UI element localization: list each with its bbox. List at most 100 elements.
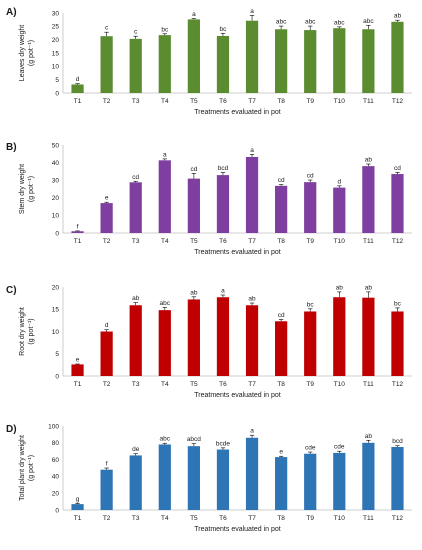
significance-letter: bcd xyxy=(218,165,229,172)
x-tick-label: T8 xyxy=(277,238,285,245)
x-tick-label: T2 xyxy=(103,515,111,522)
significance-letter: cd xyxy=(307,173,314,180)
significance-letter: d xyxy=(76,76,80,83)
x-tick-label: T2 xyxy=(103,381,111,388)
significance-letter: cd xyxy=(132,174,139,181)
x-tick-label: T5 xyxy=(190,98,198,105)
bar xyxy=(158,35,171,93)
significance-letter: bc xyxy=(220,26,228,33)
x-tick-label: T7 xyxy=(248,381,256,388)
y-tick-label: 30 xyxy=(52,178,60,185)
bar xyxy=(158,444,171,510)
x-tick-label: T12 xyxy=(392,381,404,388)
x-tick-label: T11 xyxy=(363,98,374,105)
bar xyxy=(100,203,113,233)
y-tick-label: 10 xyxy=(52,64,60,71)
significance-letter: bc xyxy=(161,26,169,33)
panel-label: D) xyxy=(6,424,17,435)
x-tick-label: T4 xyxy=(161,238,169,245)
x-tick-label: T10 xyxy=(334,238,346,245)
bar xyxy=(245,20,259,93)
x-tick-label: T3 xyxy=(132,381,140,388)
bar xyxy=(304,453,317,510)
x-tick-label: T4 xyxy=(161,381,169,388)
bar xyxy=(129,455,142,510)
significance-letter: bcd xyxy=(392,438,403,445)
y-axis-title: Total plant dry weight xyxy=(19,435,26,501)
bar xyxy=(187,299,200,376)
bar xyxy=(245,156,259,233)
x-tick-label: T11 xyxy=(363,238,374,245)
significance-letter: ab xyxy=(365,433,373,440)
significance-letter: de xyxy=(132,446,140,453)
significance-letter: d xyxy=(337,178,341,185)
significance-letter: a xyxy=(163,151,167,158)
x-tick-label: T7 xyxy=(248,515,256,522)
significance-letter: cde xyxy=(305,445,316,452)
x-tick-label: T7 xyxy=(248,98,256,105)
bar xyxy=(129,305,142,376)
bar xyxy=(129,182,142,233)
x-tick-label: T1 xyxy=(74,381,82,388)
bar xyxy=(333,187,346,233)
significance-letter: cd xyxy=(394,165,401,172)
bar xyxy=(362,166,375,233)
bar xyxy=(187,19,200,93)
y-axis-title: Stem dry weight xyxy=(19,164,26,214)
x-tick-label: T5 xyxy=(190,515,198,522)
bar xyxy=(216,449,230,510)
y-tick-label: 100 xyxy=(48,423,59,430)
y-tick-label: 0 xyxy=(55,230,59,237)
x-axis-title: Treatments evaluated in pot xyxy=(194,249,281,256)
significance-letter: abcd xyxy=(187,436,201,443)
x-tick-label: T9 xyxy=(306,98,314,105)
x-tick-label: T1 xyxy=(74,98,82,105)
bar xyxy=(333,28,346,94)
y-tick-label: 0 xyxy=(55,90,59,97)
x-tick-label: T1 xyxy=(74,238,82,245)
x-tick-label: T11 xyxy=(363,515,374,522)
x-tick-label: T8 xyxy=(277,515,285,522)
x-tick-label: T5 xyxy=(190,381,198,388)
bar xyxy=(100,331,113,376)
x-tick-label: T11 xyxy=(363,381,374,388)
bar xyxy=(71,84,84,93)
bar xyxy=(158,160,171,233)
bar xyxy=(362,297,375,376)
x-tick-label: T7 xyxy=(248,238,256,245)
y-axis-title: Root dry weight xyxy=(19,307,26,356)
bar xyxy=(187,178,200,233)
x-tick-label: T6 xyxy=(219,238,227,245)
x-tick-label: T12 xyxy=(392,238,404,245)
bar xyxy=(71,231,84,233)
x-tick-label: T6 xyxy=(219,381,227,388)
significance-letter: abc xyxy=(160,436,171,443)
x-tick-label: T10 xyxy=(334,381,346,388)
bar xyxy=(275,321,288,376)
bar xyxy=(304,311,317,376)
y-tick-label: 40 xyxy=(52,474,60,481)
significance-letter: cd xyxy=(190,166,197,173)
significance-letter: ab xyxy=(365,284,373,291)
x-tick-label: T9 xyxy=(306,515,314,522)
bar xyxy=(158,310,171,376)
bar xyxy=(333,452,346,510)
x-axis-title: Treatments evaluated in pot xyxy=(194,392,281,399)
bar xyxy=(333,297,346,376)
bar xyxy=(391,21,404,93)
x-tick-label: T3 xyxy=(132,238,140,245)
significance-letter: cd xyxy=(278,312,285,319)
significance-letter: g xyxy=(76,496,80,503)
significance-letter: bc xyxy=(307,301,315,308)
bar xyxy=(216,297,230,376)
bar xyxy=(362,442,375,510)
bar xyxy=(391,311,404,376)
panel-label: C) xyxy=(6,285,17,296)
y-axis-unit: (g pot⁻¹) xyxy=(28,318,35,344)
x-tick-label: T5 xyxy=(190,238,198,245)
significance-letter: abc xyxy=(276,19,287,26)
x-tick-label: T10 xyxy=(334,98,346,105)
x-axis-title: Treatments evaluated in pot xyxy=(194,526,281,533)
y-tick-label: 15 xyxy=(52,307,60,314)
significance-letter: abc xyxy=(334,19,345,26)
